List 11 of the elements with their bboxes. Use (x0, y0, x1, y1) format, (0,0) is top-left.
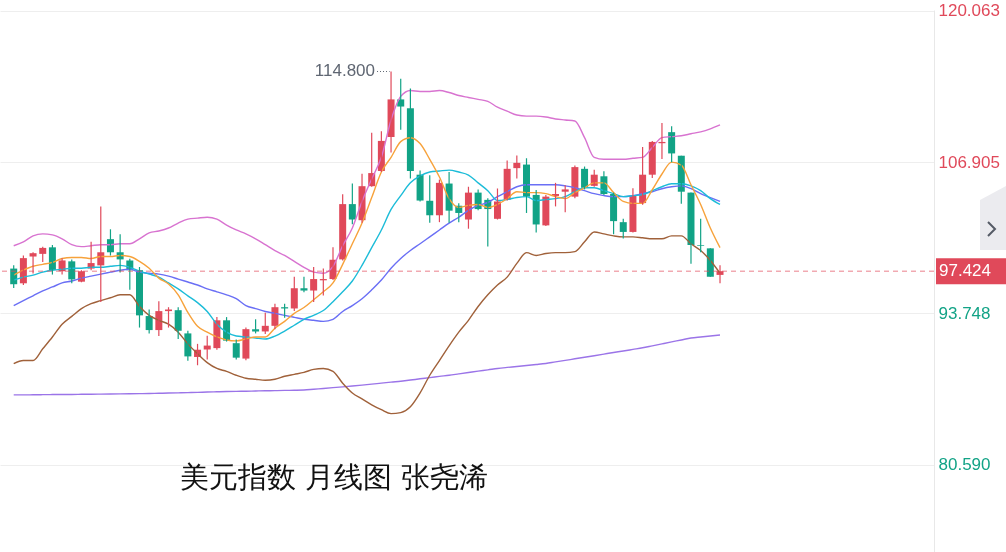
y-tick-label: 106.905 (938, 152, 1000, 172)
y-tick-label: 93.748 (938, 303, 991, 323)
ref-line-label: 97.424 (939, 261, 991, 281)
candlestick (697, 218, 705, 253)
y-tick-label: 80.590 (938, 455, 991, 475)
y-tick-label: 120.063 (938, 1, 1000, 21)
candlestick (300, 276, 308, 293)
candlestick (561, 184, 569, 213)
line-series (13, 334, 721, 396)
annotation: 114.800 (314, 61, 376, 81)
text: 美元指数 月线图 张尧浠 (180, 460, 489, 494)
